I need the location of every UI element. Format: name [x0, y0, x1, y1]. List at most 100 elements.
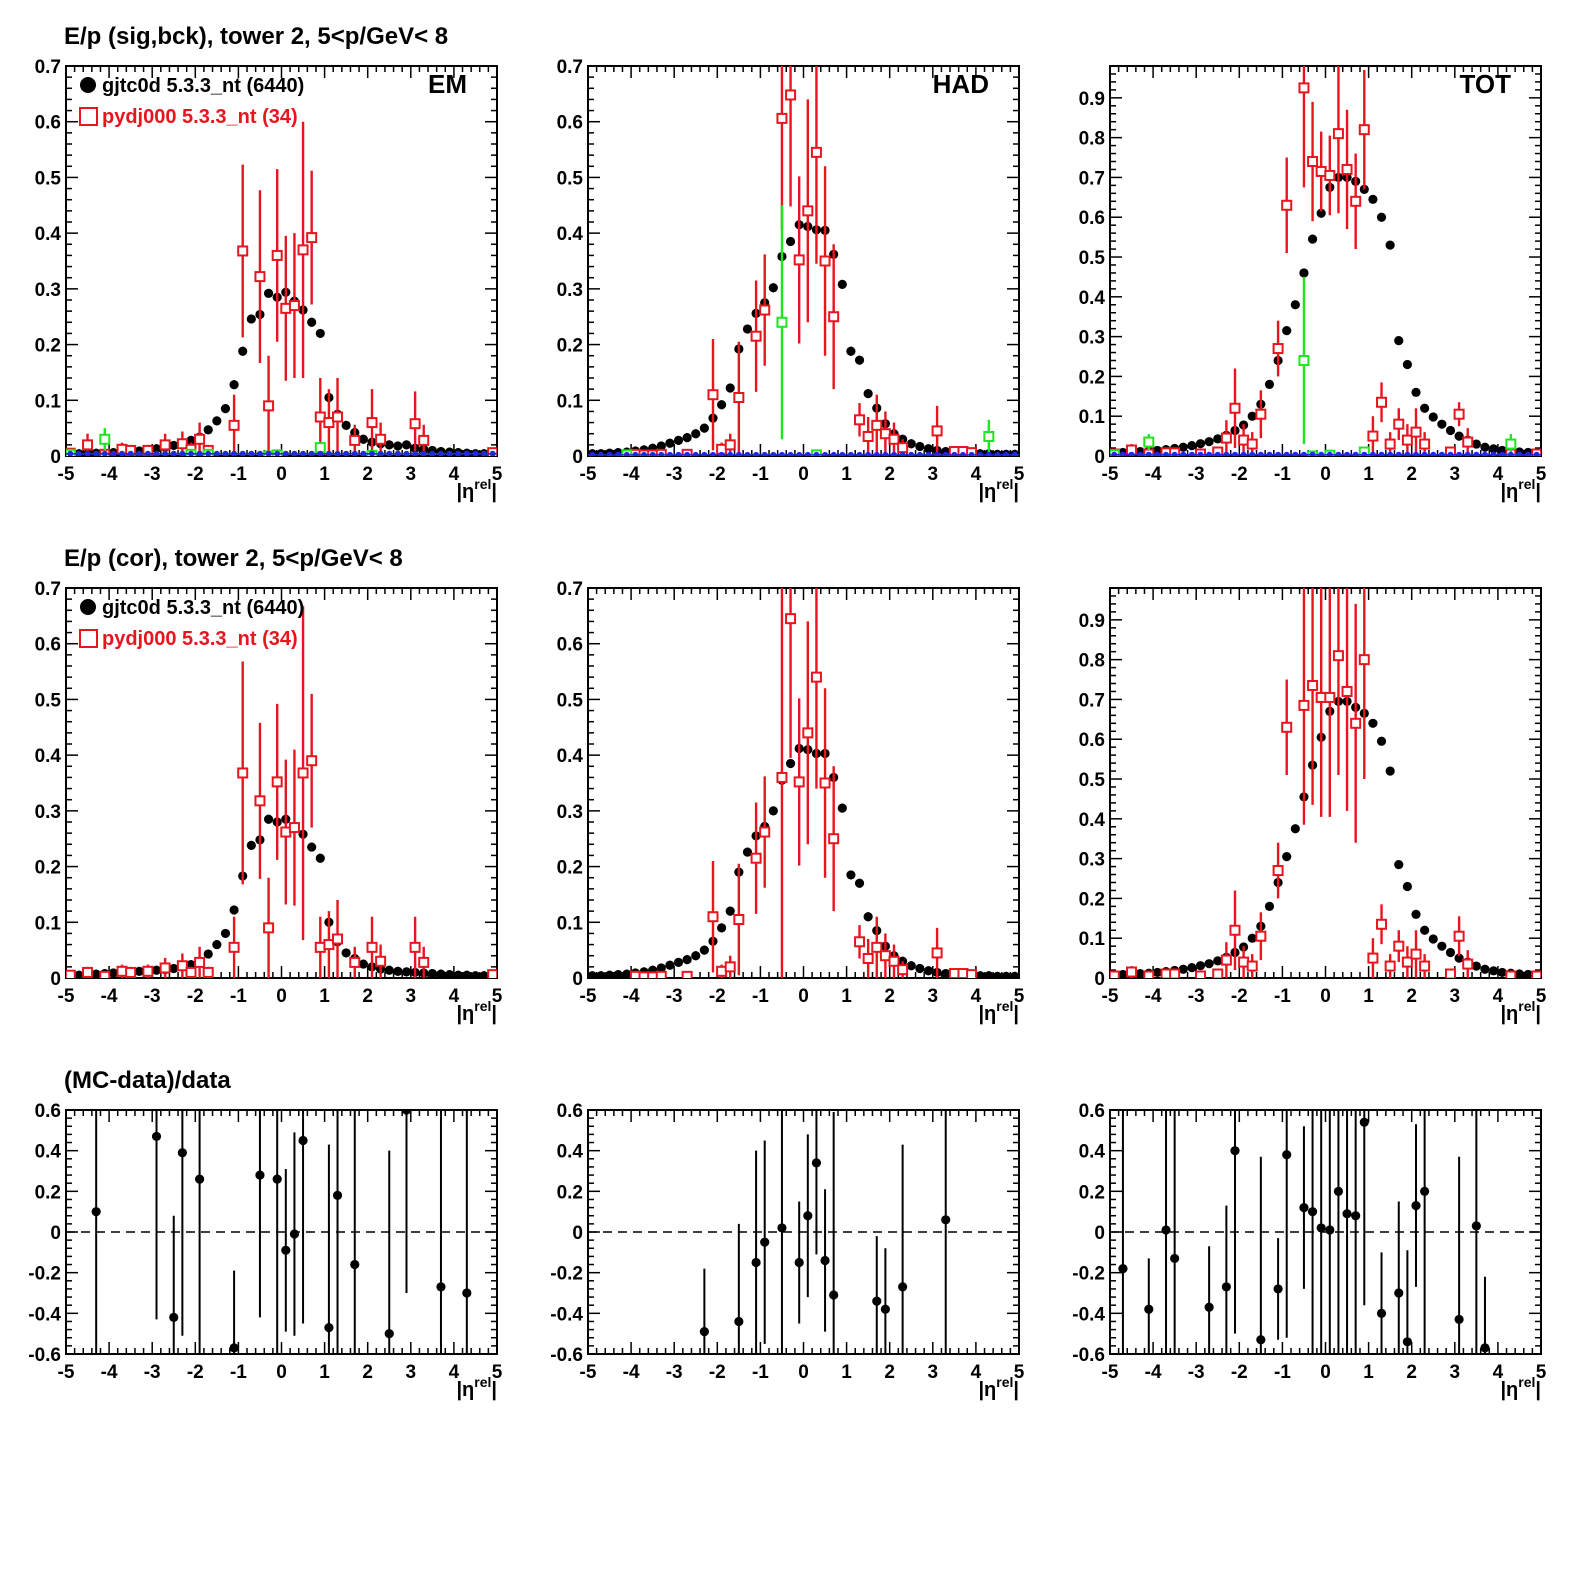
- mc-point: [1255, 408, 1267, 420]
- data-point: [220, 404, 231, 414]
- x-tick-label: 2: [1406, 986, 1417, 1007]
- mc-point: [159, 439, 171, 451]
- data-point: [1152, 445, 1163, 456]
- y-tick-label: 0.2: [557, 336, 583, 357]
- mc-point: [810, 146, 822, 158]
- data-point: [436, 1282, 446, 1292]
- mc-point: [1298, 699, 1310, 711]
- mc-point: [82, 966, 94, 978]
- x-tick-label: 1: [1363, 464, 1374, 485]
- x-tick-label: -2: [1231, 986, 1248, 1007]
- data-point: [74, 970, 84, 978]
- data-point: [272, 1174, 282, 1184]
- data-point: [341, 420, 351, 430]
- data-point: [665, 960, 675, 970]
- data-point: [186, 435, 196, 445]
- data-point: [699, 1327, 709, 1337]
- mc-point: [1324, 169, 1336, 181]
- y-tick-label: 0.2: [35, 1182, 61, 1203]
- mc-point: [323, 939, 335, 951]
- y-tick-label: 0.5: [557, 168, 584, 189]
- x-tick-label: -4: [623, 1362, 640, 1383]
- panel-em-cor: -5 -4 -3 -2 -1 0 1 2 3 4 5 0 0.1 0.2 0.3 0.4 0.5 0.6 0.7 |η…: [35, 579, 503, 1025]
- legend-label-data: gjtc0d 5.3.3_nt (6440): [102, 75, 304, 97]
- x-tick-label: 5: [492, 1362, 503, 1383]
- y-tick-label: 0.2: [557, 858, 583, 879]
- data-point: [195, 1174, 205, 1184]
- series-ratio: [91, 1110, 472, 1354]
- x-tick-label: 5: [1014, 1362, 1025, 1383]
- mc-point: [306, 755, 318, 767]
- x-tick-label: 1: [319, 464, 330, 485]
- mc-point: [1393, 418, 1405, 430]
- data-point: [1213, 956, 1223, 966]
- mc-point: [1169, 968, 1181, 978]
- mc-point: [1229, 402, 1241, 414]
- mc-point: [871, 941, 883, 953]
- plot-area: [588, 1110, 1019, 1354]
- y-tick-label: 0.6: [35, 113, 61, 134]
- x-tick-label: 0: [1320, 1362, 1331, 1383]
- y-tick-label: 0.5: [35, 168, 62, 189]
- mc-point: [1505, 438, 1517, 450]
- data-point: [1152, 967, 1163, 978]
- y-tick-label: 0.7: [35, 57, 61, 78]
- mc-point: [1393, 940, 1405, 952]
- data-point: [1273, 1284, 1283, 1294]
- data-point: [941, 1215, 951, 1225]
- data-point: [246, 840, 256, 851]
- y-tick-label: 0: [1094, 447, 1105, 468]
- panel-tag: EM: [428, 69, 467, 99]
- data-point: [1187, 963, 1197, 973]
- data-point: [229, 380, 239, 390]
- x-tick-label: -3: [144, 464, 161, 485]
- data-point: [1247, 933, 1257, 943]
- data-point: [1402, 1337, 1412, 1347]
- data-point: [863, 389, 873, 399]
- data-point: [665, 438, 675, 448]
- data-point: [941, 968, 951, 978]
- y-tick-label: 0.6: [557, 113, 583, 134]
- mc-point: [1376, 396, 1388, 408]
- y-tick-label: 0.6: [1079, 1101, 1105, 1122]
- x-tick-label: -5: [1102, 464, 1119, 485]
- mc-point: [142, 965, 154, 977]
- data-point: [229, 905, 239, 915]
- mc-point: [1384, 960, 1396, 972]
- mc-point: [1531, 970, 1541, 978]
- series-data: [66, 814, 497, 978]
- data-point: [289, 1229, 300, 1239]
- mc-point: [862, 953, 874, 964]
- mc-point: [931, 947, 943, 959]
- x-tick-label: -2: [709, 986, 726, 1007]
- mc-point: [897, 964, 909, 976]
- mc-point: [897, 442, 909, 454]
- data-point: [91, 969, 101, 978]
- data-point: [341, 948, 351, 958]
- legend: gjtc0d 5.3.3_nt (6440) pydj000 5.3.3_nt (…: [79, 75, 304, 128]
- data-point: [1256, 1335, 1266, 1345]
- data-point: [975, 971, 985, 978]
- data-point: [1204, 959, 1214, 969]
- x-tick-label: 3: [406, 464, 417, 485]
- panel-tag: HAD: [933, 69, 989, 99]
- x-axis-label: |ηrel|: [456, 476, 497, 503]
- y-tick-label: 0.9: [1079, 89, 1105, 110]
- mc-point: [1332, 128, 1344, 140]
- y-tick-label: -0.4: [28, 1304, 61, 1325]
- y-tick-label: 0.4: [35, 746, 62, 767]
- x-tick-label: 5: [1536, 986, 1547, 1007]
- data-point: [453, 970, 463, 978]
- mc-point: [1444, 446, 1456, 456]
- mc-point: [1307, 156, 1319, 168]
- data-point: [1213, 434, 1223, 444]
- x-tick-label: -1: [1274, 464, 1291, 485]
- data-point: [588, 971, 597, 978]
- mc-point: [1298, 82, 1310, 94]
- data-point: [596, 971, 606, 978]
- mc-point: [733, 392, 745, 403]
- data-point: [462, 970, 472, 978]
- x-tick-label: 0: [798, 986, 809, 1007]
- data-point: [1342, 1209, 1352, 1219]
- data-point: [1376, 212, 1387, 222]
